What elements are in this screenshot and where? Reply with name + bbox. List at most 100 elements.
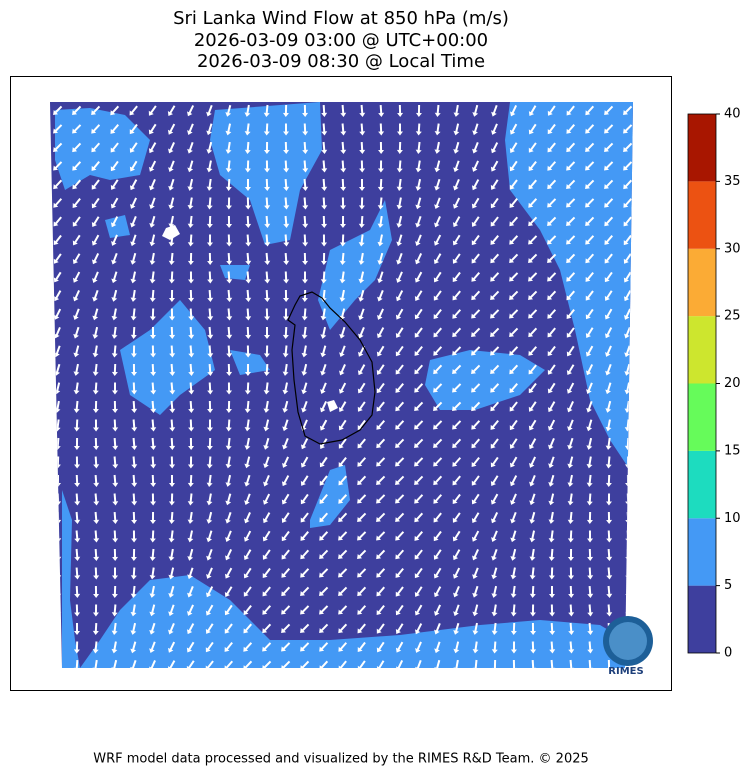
wind-arrow xyxy=(587,567,594,580)
wind-arrow xyxy=(243,623,253,634)
wind-arrow xyxy=(130,215,137,228)
wind-arrow xyxy=(263,400,270,413)
wind-arrow xyxy=(376,641,385,653)
wind-arrow xyxy=(130,308,137,321)
wind-arrow xyxy=(433,234,442,246)
wind-arrow xyxy=(453,641,460,654)
colorbar-segment xyxy=(688,383,716,451)
wind-arrow xyxy=(377,197,384,210)
wind-arrow xyxy=(283,289,290,302)
wind-arrow xyxy=(528,253,538,263)
wind-arrow xyxy=(168,271,175,284)
wind-arrow xyxy=(148,123,157,135)
wind-arrow xyxy=(74,493,81,506)
wind-arrow xyxy=(53,216,62,227)
wind-arrow xyxy=(300,493,309,505)
wind-arrow xyxy=(377,215,384,228)
wind-arrow xyxy=(510,530,517,543)
wind-arrow xyxy=(377,178,384,191)
wind-arrow xyxy=(566,308,575,319)
wind-arrow xyxy=(320,345,327,358)
wind-arrow xyxy=(547,382,556,394)
wind-arrow xyxy=(414,604,423,616)
wind-arrow xyxy=(491,104,498,117)
wind-arrow xyxy=(568,622,575,635)
wind-arrow xyxy=(395,420,405,430)
wind-arrow xyxy=(149,530,156,543)
wind-arrow xyxy=(471,327,481,337)
wind-arrow xyxy=(338,512,348,523)
wind-arrow xyxy=(509,142,518,153)
wind-arrow xyxy=(547,235,557,245)
colorbar-tick-label: 20 xyxy=(724,376,741,391)
wind-arrow xyxy=(281,586,291,597)
wind-arrow xyxy=(587,641,594,654)
wind-arrow xyxy=(150,400,157,413)
wind-arrow xyxy=(452,420,462,430)
wind-arrow xyxy=(281,568,291,578)
wind-arrow xyxy=(319,475,328,486)
wind-arrow xyxy=(91,197,100,209)
wind-arrow xyxy=(92,659,99,668)
wind-arrow xyxy=(566,290,576,301)
wind-arrow xyxy=(281,660,291,668)
wind-arrow xyxy=(74,567,81,580)
wind-arrow xyxy=(338,438,347,449)
wind-arrow xyxy=(605,345,612,357)
wind-arrow xyxy=(395,308,404,320)
wind-arrow xyxy=(339,234,346,247)
wind-arrow xyxy=(244,437,251,450)
wind-arrow xyxy=(586,511,593,524)
wind-arrow xyxy=(186,660,195,668)
wind-arrow xyxy=(623,142,633,152)
wind-arrow xyxy=(149,641,156,654)
wind-arrow xyxy=(452,493,461,505)
colorbar-tick-label: 35 xyxy=(724,174,741,189)
wind-arrow xyxy=(320,271,327,284)
wind-arrow xyxy=(434,123,441,136)
wind-arrow xyxy=(357,512,367,522)
wind-arrow xyxy=(567,437,574,450)
wind-arrow xyxy=(302,178,309,191)
wind-arrow xyxy=(320,363,327,376)
colorbar-tick-label: 0 xyxy=(724,646,732,661)
wind-arrow xyxy=(244,160,251,173)
wind-arrow xyxy=(92,363,99,376)
wind-arrow xyxy=(244,123,251,136)
wind-arrow xyxy=(225,511,232,524)
wind-arrow xyxy=(433,346,443,356)
wind-arrow xyxy=(226,289,233,302)
wind-arrow xyxy=(471,401,481,412)
wind-arrow xyxy=(338,382,347,394)
colorbar-tick-label: 30 xyxy=(724,241,741,256)
wind-arrow xyxy=(604,105,614,116)
wind-arrow xyxy=(604,216,614,227)
wind-arrow xyxy=(453,179,460,191)
wind-arrow xyxy=(567,548,574,561)
wind-arrow xyxy=(131,419,138,432)
wind-arrow xyxy=(606,585,613,598)
wind-arrow xyxy=(263,363,270,376)
wind-arrow xyxy=(338,401,347,413)
wind-arrow xyxy=(263,345,270,358)
wind-arrow xyxy=(452,346,462,356)
wind-arrow xyxy=(338,549,348,559)
wind-arrow xyxy=(547,345,556,357)
map-frame xyxy=(10,76,672,691)
wind-arrow xyxy=(263,123,270,136)
wind-arrow xyxy=(283,197,290,210)
wind-arrow xyxy=(110,179,119,190)
wind-arrow xyxy=(91,142,101,153)
wind-arrow xyxy=(471,530,480,542)
wind-arrow xyxy=(549,659,556,668)
wind-arrow xyxy=(585,272,594,282)
masked-area xyxy=(162,225,180,240)
wind-arrow xyxy=(433,530,442,542)
wind-arrow xyxy=(547,198,557,208)
wind-arrow xyxy=(340,141,347,154)
wind-arrow xyxy=(453,586,460,598)
wind-arrow xyxy=(434,659,441,668)
wind-arrow xyxy=(91,234,100,246)
footer: WRF model data processed and visualized … xyxy=(93,752,589,767)
wind-arrow xyxy=(549,622,556,635)
